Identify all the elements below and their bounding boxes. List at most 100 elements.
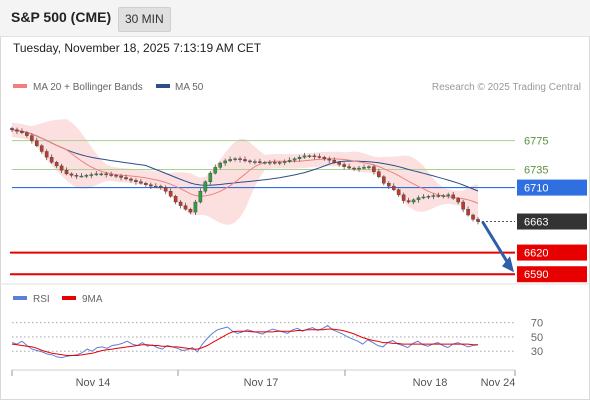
candle-body	[431, 195, 436, 197]
price-badge-text-6710: 6710	[524, 183, 548, 195]
candle-body	[391, 185, 396, 190]
candle-body	[372, 166, 376, 172]
instrument-title: S&P 500 (CME)	[11, 9, 112, 25]
candle-body	[144, 183, 148, 185]
candle-body	[34, 140, 39, 146]
candle-body	[238, 158, 242, 160]
ma9-legend-label: 9MA	[82, 294, 103, 305]
candle-body	[347, 166, 351, 169]
candle-body	[416, 197, 421, 201]
rsi-legend-swatch	[13, 296, 27, 300]
candle-body	[253, 161, 257, 163]
candle-body	[327, 158, 332, 161]
rsi-tick-70: 70	[531, 318, 543, 330]
candle-body	[386, 183, 391, 187]
candle-body	[312, 155, 317, 158]
price-badge-6620	[517, 244, 587, 261]
price-label-6735: 6735	[524, 165, 548, 177]
candle-body	[163, 187, 168, 192]
forecast-arrow-shaft	[481, 221, 510, 265]
header-bar: S&P 500 (CME) 30 MIN	[0, 0, 590, 37]
candle-body	[411, 199, 416, 203]
candle-body	[441, 195, 446, 197]
candle-body	[287, 159, 292, 162]
candle-body	[367, 166, 371, 168]
candle-body	[25, 132, 29, 136]
candle-body	[421, 196, 426, 199]
interval-button[interactable]: 30 MIN	[118, 7, 171, 32]
price-badge-text-6590: 6590	[524, 269, 548, 281]
candle-body	[362, 167, 366, 169]
price-badge-6663	[517, 213, 587, 230]
candle-body	[208, 172, 213, 183]
candle-body	[307, 155, 312, 158]
time-label-nov-18: Nov 18	[413, 377, 448, 389]
candle-body	[426, 196, 431, 198]
ma20-legend-swatch	[13, 84, 27, 88]
candle-body	[104, 173, 108, 176]
candle-body	[168, 190, 173, 197]
candle-body	[203, 181, 208, 192]
forecast-arrow-head	[502, 256, 514, 273]
candle-body	[471, 214, 475, 220]
candle-body	[64, 170, 69, 175]
candle-body	[139, 181, 143, 184]
candle-body	[183, 205, 188, 210]
price-badge-text-6620: 6620	[524, 248, 548, 260]
candle-body	[357, 167, 361, 170]
candle-body	[446, 194, 451, 197]
candle-body	[332, 159, 337, 163]
candle-body	[149, 184, 153, 187]
candle-body	[396, 189, 401, 196]
candle-body	[317, 156, 322, 158]
candle-body	[134, 180, 138, 183]
candle-body	[436, 195, 441, 197]
candle-body	[377, 171, 381, 177]
ma50-legend-swatch	[156, 84, 170, 88]
time-label-nov-14: Nov 14	[76, 377, 111, 389]
candle-body	[94, 173, 99, 176]
candle-body	[233, 158, 237, 160]
candle-body	[272, 162, 277, 164]
candle-body	[476, 219, 480, 222]
candle-body	[109, 174, 113, 176]
candle-body	[337, 162, 341, 165]
candle-body	[69, 173, 74, 176]
candle-body	[228, 159, 232, 162]
candle-body	[10, 128, 14, 131]
candle-body	[382, 176, 386, 184]
credit-text: Research © 2025 Trading Central	[432, 82, 581, 93]
candle-body	[89, 174, 94, 176]
candle-body	[451, 194, 456, 199]
candle-body	[401, 194, 406, 201]
candle-body	[99, 173, 104, 176]
ma9-legend-swatch	[62, 296, 76, 300]
rsi-tick-50: 50	[531, 332, 543, 344]
candle-body	[213, 167, 218, 174]
candle-body	[59, 165, 64, 171]
candle-body	[49, 157, 54, 163]
ma50-legend-label: MA 50	[175, 82, 204, 93]
candle-body	[44, 151, 49, 158]
candle-body	[188, 209, 193, 213]
candle-body	[79, 175, 84, 178]
candle-body	[352, 167, 356, 170]
time-label-nov-24: Nov 24	[481, 377, 516, 389]
candle-body	[258, 161, 262, 163]
candle-body	[302, 155, 307, 158]
candle-body	[461, 201, 465, 210]
timestamp: Tuesday, November 18, 2025 7:13:19 AM CE…	[13, 41, 262, 55]
price-badge-6710	[517, 179, 587, 196]
candle-body	[292, 158, 297, 161]
candle-body	[30, 135, 34, 141]
candle-body	[153, 185, 158, 188]
candle-body	[248, 160, 252, 163]
candle-body	[129, 178, 133, 181]
price-badge-text-6663: 6663	[524, 217, 548, 229]
candle-body	[198, 190, 203, 203]
ma50-line	[11, 129, 479, 192]
candle-body	[114, 175, 118, 177]
candle-body	[74, 175, 79, 177]
